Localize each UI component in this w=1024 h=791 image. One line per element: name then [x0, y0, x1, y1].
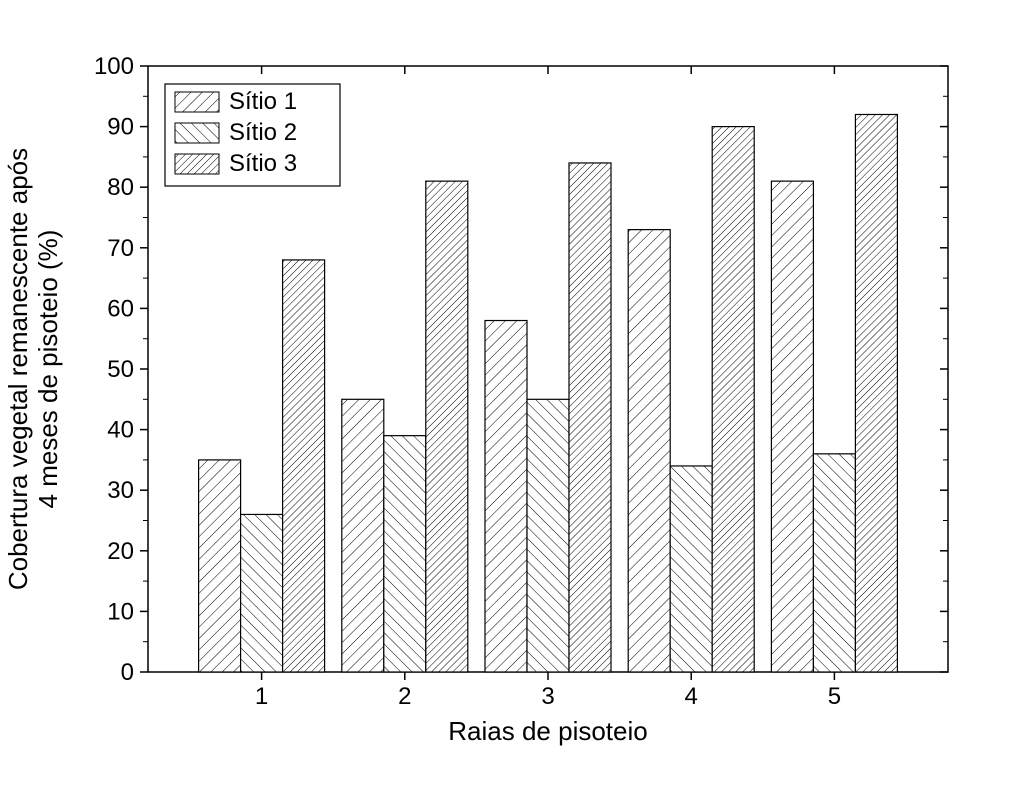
bar: [771, 181, 813, 672]
bar: [342, 399, 384, 672]
y-tick-label: 0: [121, 659, 134, 686]
x-tick-label: 5: [828, 683, 841, 710]
bar: [813, 454, 855, 672]
y-tick-label: 60: [107, 295, 134, 322]
legend-label: Sítio 1: [229, 88, 297, 115]
x-tick-label: 4: [685, 683, 698, 710]
legend-label: Sítio 2: [229, 119, 297, 146]
legend-label: Sítio 3: [229, 150, 297, 177]
x-tick-label: 3: [541, 683, 554, 710]
legend-swatch: [175, 92, 219, 112]
bar: [855, 114, 897, 672]
y-tick-label: 80: [107, 174, 134, 201]
legend-swatch: [175, 123, 219, 143]
legend-swatch: [175, 154, 219, 174]
x-axis-label: Raias de pisoteio: [448, 716, 647, 746]
bar: [628, 230, 670, 672]
y-tick-label: 90: [107, 114, 134, 141]
y-tick-label: 70: [107, 235, 134, 262]
y-tick-label: 30: [107, 477, 134, 504]
y-tick-label: 20: [107, 538, 134, 565]
y-tick-label: 50: [107, 356, 134, 383]
bar: [712, 127, 754, 672]
bar: [426, 181, 468, 672]
bar: [670, 466, 712, 672]
bar: [485, 321, 527, 672]
y-tick-label: 10: [107, 598, 134, 625]
y-axis-label: 4 meses de pisoteio (%): [33, 230, 63, 509]
bar: [384, 436, 426, 672]
y-tick-label: 40: [107, 417, 134, 444]
chart-container: 0 10 20 30 40 50 60 70 80 90 100 1 2 3 4 5 Raias de piso…: [0, 0, 1024, 791]
bar: [527, 399, 569, 672]
y-axis-label: Cobertura vegetal remanescente após: [3, 148, 33, 590]
bar-chart: 0 10 20 30 40 50 60 70 80 90 100 1 2 3 4 5 Raias de piso…: [0, 0, 1024, 791]
bar: [199, 460, 241, 672]
x-tick-label: 1: [255, 683, 268, 710]
bar: [569, 163, 611, 672]
x-tick-label: 2: [398, 683, 411, 710]
bar: [241, 514, 283, 672]
y-tick-label: 100: [94, 53, 134, 80]
bar: [283, 260, 325, 672]
